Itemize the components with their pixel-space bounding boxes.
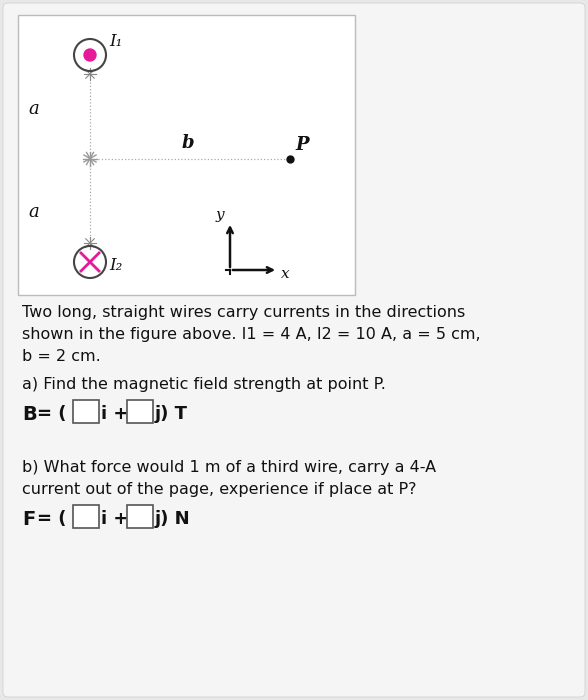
Text: B: B	[22, 405, 36, 424]
Circle shape	[84, 49, 96, 61]
Text: shown in the figure above. I1 = 4 A, I2 = 10 A, a = 5 cm,: shown in the figure above. I1 = 4 A, I2 …	[22, 327, 480, 342]
Bar	[18, 15, 355, 295]
Text: a: a	[28, 203, 39, 221]
Text: a) Find the magnetic field strength at point P.: a) Find the magnetic field strength at p…	[22, 377, 386, 392]
Text: Two long, straight wires carry currents in the directions: Two long, straight wires carry currents …	[22, 305, 465, 320]
Text: I₁: I₁	[109, 33, 122, 50]
Text: current out of the page, experience if place at P?: current out of the page, experience if p…	[22, 482, 416, 497]
Text: b) What force would 1 m of a third wire, carry a 4-A: b) What force would 1 m of a third wire,…	[22, 460, 436, 475]
Text: j) T: j) T	[155, 405, 188, 423]
Text: a: a	[28, 99, 39, 118]
Text: b = 2 cm.: b = 2 cm.	[22, 349, 101, 364]
Bar	[73, 505, 99, 528]
Text: F: F	[22, 510, 35, 529]
Text: y: y	[216, 208, 225, 222]
Text: x: x	[281, 267, 290, 281]
Bar	[127, 400, 153, 423]
Text: i +: i +	[101, 405, 128, 423]
Text: = (: = (	[37, 510, 66, 528]
Text: b: b	[182, 134, 195, 153]
Text: = (: = (	[37, 405, 66, 423]
FancyBboxPatch shape	[3, 3, 585, 697]
Text: I₂: I₂	[109, 257, 122, 274]
Bar	[73, 400, 99, 423]
Bar	[127, 505, 153, 528]
Text: i +: i +	[101, 510, 128, 528]
Text: j) N: j) N	[155, 510, 191, 528]
Text: P: P	[295, 136, 309, 155]
